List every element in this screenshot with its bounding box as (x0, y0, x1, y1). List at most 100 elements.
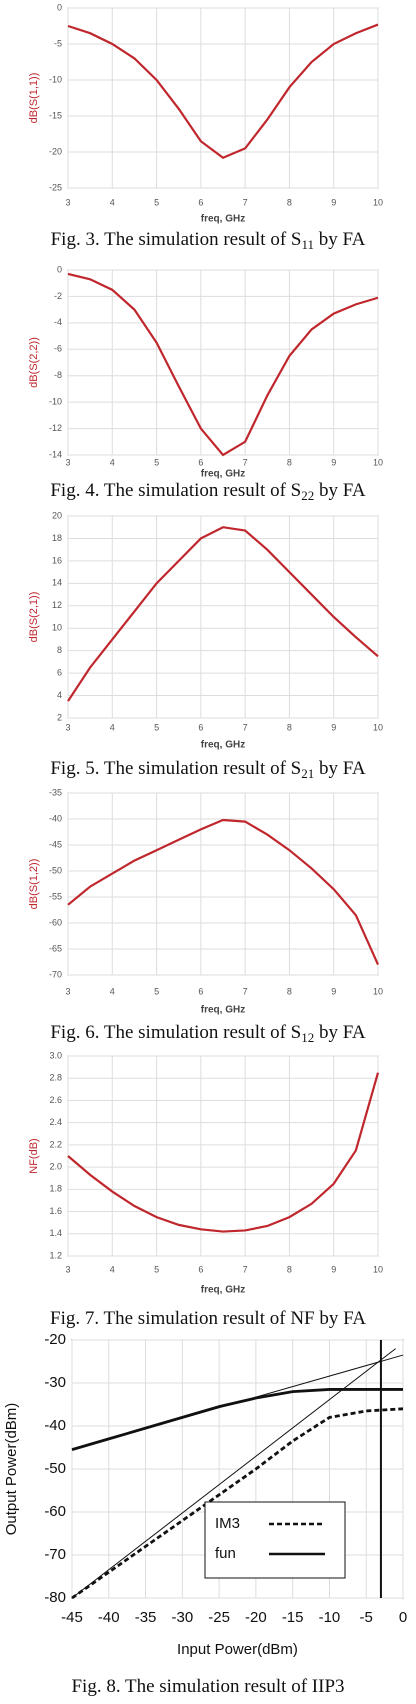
x-tick-label: 0 (399, 1609, 407, 1626)
y-tick-label: -80 (44, 1589, 66, 1606)
x-tick-label: 7 (243, 986, 248, 996)
data-line (67, 272, 379, 457)
caption-part: Fig. 8. The simulation result of IIP3 (71, 1676, 344, 1697)
caption-part: by FA (314, 229, 366, 250)
y-tick-label: -15 (49, 110, 62, 120)
x-tick-label: 8 (287, 1264, 292, 1274)
x-tick-label: 5 (154, 722, 159, 732)
caption-part: by FA (314, 1022, 366, 1043)
y-tick-label: -70 (49, 969, 62, 979)
x-tick-label: 9 (331, 197, 336, 207)
y-tick-label: -12 (49, 423, 62, 433)
x-tick-label: 8 (287, 197, 292, 207)
y-tick-label: -50 (44, 1460, 66, 1477)
x-tick-label: -10 (319, 1609, 341, 1626)
x-tick-label: -20 (245, 1609, 267, 1626)
y-axis-label: dB(S(2,2)) (28, 337, 40, 388)
caption-part: by FA (314, 480, 366, 501)
x-tick-label: 10 (373, 722, 383, 732)
data-line (67, 818, 380, 966)
x-tick-label: 3 (65, 197, 70, 207)
x-tick-label: -15 (282, 1609, 304, 1626)
x-tick-label: 6 (198, 1264, 203, 1274)
y-tick-label: 20 (52, 510, 62, 520)
y-tick-label: 1.8 (49, 1184, 62, 1194)
x-tick-label: 10 (373, 197, 383, 207)
caption-part: Fig. 4. The simulation result of S (50, 480, 301, 501)
y-tick-label: -5 (54, 38, 62, 48)
caption: Fig. 7. The simulation result of NF by F… (50, 1308, 366, 1329)
x-tick-label: 9 (331, 457, 336, 467)
caption-part: 11 (301, 237, 314, 252)
y-tick-label: 2.6 (49, 1095, 62, 1105)
y-axis-label: dB(S(1,1)) (28, 73, 40, 124)
y-tick-label: 6 (57, 667, 62, 677)
y-tick-label: 2 (57, 712, 62, 722)
caption-part: Fig. 3. The simulation result of S (51, 229, 302, 250)
y-tick-label: 1.6 (49, 1206, 62, 1216)
y-tick-label: -60 (49, 917, 62, 927)
data-line (71, 1354, 404, 1451)
y-tick-label: -65 (49, 943, 62, 953)
data-line (67, 1072, 380, 1233)
data-line (71, 1388, 403, 1451)
x-tick-label: 5 (154, 986, 159, 996)
y-tick-label: 0 (57, 264, 62, 274)
y-tick-label: -35 (49, 787, 62, 797)
x-tick-label: 6 (198, 986, 203, 996)
y-axis-label: dB(S(1,2)) (28, 859, 40, 910)
x-tick-label: 4 (110, 197, 115, 207)
x-tick-label: 8 (287, 722, 292, 732)
y-tick-label: 3.0 (49, 1050, 62, 1060)
x-tick-label: 4 (110, 722, 115, 732)
y-tick-label: -6 (54, 344, 62, 354)
x-tick-label: 10 (373, 1264, 383, 1274)
x-tick-label: 7 (243, 1264, 248, 1274)
plot-frame (67, 515, 379, 719)
y-tick-label: 18 (52, 533, 62, 543)
x-tick-label: 10 (373, 986, 383, 996)
data-line (67, 526, 379, 702)
caption-part: by FA (314, 758, 366, 779)
y-tick-label: -40 (44, 1417, 66, 1434)
x-tick-label: -25 (208, 1609, 230, 1626)
x-axis-label: freq, GHz (201, 214, 245, 225)
y-tick-label: -25 (49, 182, 62, 192)
y-tick-label: -10 (49, 74, 62, 84)
y-tick-label: 4 (57, 690, 62, 700)
x-tick-label: -30 (171, 1609, 193, 1626)
x-tick-label: 4 (110, 986, 115, 996)
x-tick-label: 8 (287, 457, 292, 467)
x-tick-label: -35 (135, 1609, 157, 1626)
data-line (71, 1407, 404, 1600)
x-axis-label: freq, GHz (201, 740, 245, 751)
x-tick-label: 10 (373, 457, 383, 467)
y-tick-label: -20 (44, 1331, 66, 1348)
x-tick-label: 6 (198, 722, 203, 732)
y-tick-label: -55 (49, 891, 62, 901)
data-line (71, 1348, 396, 1599)
caption: Fig. 4. The simulation result of S22 by … (50, 480, 366, 503)
y-tick-label: 2.0 (49, 1161, 62, 1171)
y-tick-label: 16 (52, 555, 62, 565)
x-tick-label: 5 (154, 197, 159, 207)
y-axis-label: Output Power(dBm) (3, 1403, 20, 1536)
y-tick-label: -8 (54, 370, 62, 380)
x-tick-label: 3 (65, 1264, 70, 1274)
y-tick-label: -40 (49, 813, 62, 823)
legend-box (204, 1501, 346, 1579)
x-tick-label: 8 (287, 986, 292, 996)
y-tick-label: 10 (52, 623, 62, 633)
y-tick-label: 2.4 (49, 1117, 62, 1127)
caption-part: Fig. 6. The simulation result of S (50, 1022, 301, 1043)
y-tick-label: -45 (49, 839, 62, 849)
x-tick-label: 5 (154, 1264, 159, 1274)
y-tick-label: 14 (52, 578, 62, 588)
x-tick-label: 6 (198, 197, 203, 207)
legend-label: fun (215, 1545, 236, 1562)
x-tick-label: 3 (65, 986, 70, 996)
x-tick-label: 3 (65, 722, 70, 732)
caption-part: Fig. 5. The simulation result of S (50, 758, 301, 779)
y-tick-label: 2.2 (49, 1139, 62, 1149)
caption-part: 12 (301, 1030, 314, 1045)
